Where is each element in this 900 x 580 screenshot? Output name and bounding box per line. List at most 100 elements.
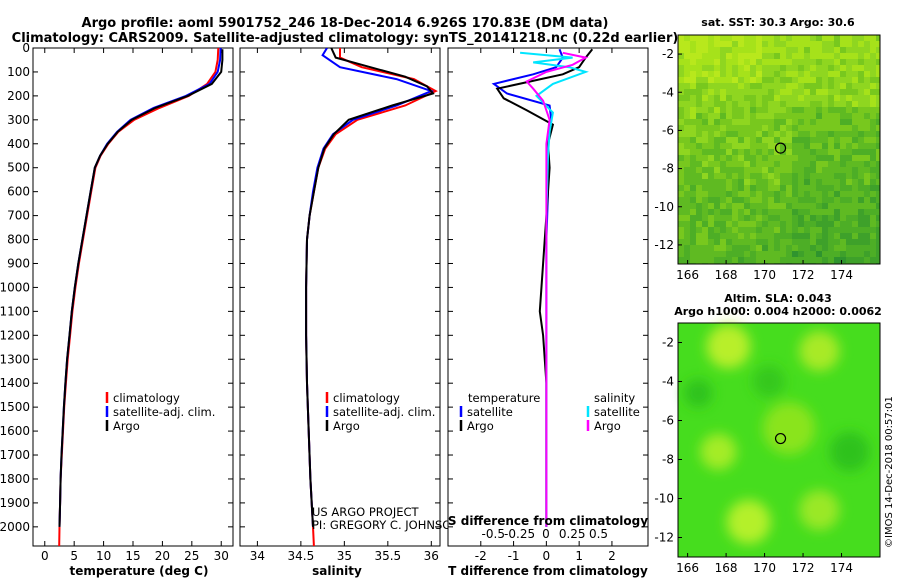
sst-cell [750,173,756,179]
sst-cell [840,233,846,239]
sst-cell [744,197,750,203]
sst-cell [696,149,702,155]
sst-cell [786,167,792,173]
sst-cell [876,41,880,47]
sst-cell [852,53,858,59]
sst-cell [798,203,804,209]
sst-cell [846,167,852,173]
sst-cell [786,179,792,185]
sst-cell [678,191,684,197]
sst-cell [738,227,744,233]
sst-cell [786,257,792,263]
sst-cell [690,47,696,53]
sst-cell [870,83,876,89]
sst-cell [852,143,858,149]
sst-cell [870,233,876,239]
sst-cell [870,59,876,65]
sst-cell [756,113,762,119]
sst-cell [696,251,702,257]
sst-cell [738,173,744,179]
sla-map-blobs [684,324,870,544]
sst-cell [846,227,852,233]
sst-cell [864,245,870,251]
sst-cell [684,251,690,257]
sst-cell [696,239,702,245]
sst-cell [756,107,762,113]
sst-cell [774,95,780,101]
sst-cell [834,125,840,131]
sst-cell [858,83,864,89]
sst-cell [816,191,822,197]
sst-cell [828,41,834,47]
sst-cell [708,101,714,107]
sst-cell [762,125,768,131]
sst-cell [678,173,684,179]
depth-tick-label: 500 [7,161,30,175]
sst-cell [858,137,864,143]
sst-cell [762,41,768,47]
sst-cell [822,185,828,191]
sst-cell [762,155,768,161]
sst-cell [726,143,732,149]
sst-cell [840,221,846,227]
sst-cell [720,137,726,143]
map-y-tick-label: -8 [662,162,674,176]
sst-cell [708,59,714,65]
sst-cell [840,227,846,233]
sst-cell [684,215,690,221]
sst-cell [834,65,840,71]
sst-cell [714,155,720,161]
sst-cell [840,35,846,41]
sst-cell [810,95,816,101]
sst-cell [702,77,708,83]
sst-cell [810,149,816,155]
sst-cell [828,59,834,65]
sst-cell [756,137,762,143]
sst-cell [756,41,762,47]
sst-cell [732,197,738,203]
sst-cell [726,119,732,125]
sst-cell [840,71,846,77]
sst-cell [750,185,756,191]
sst-cell [828,65,834,71]
sst-cell [846,173,852,179]
legend-satellite-adj: satellite-adj. clim. [113,405,215,419]
sst-cell [786,221,792,227]
sst-cell [858,107,864,113]
sst-cell [720,251,726,257]
sst-cell [750,179,756,185]
sst-cell [804,161,810,167]
sst-cell [792,221,798,227]
sst-cell [678,215,684,221]
sst-cell [708,119,714,125]
difference-tick-labels: -2 -1 0 1 2 [475,48,616,563]
sst-cell [702,215,708,221]
sst-cell [690,227,696,233]
sst-cell [678,119,684,125]
sst-cell [816,251,822,257]
sst-cell [762,185,768,191]
sst-cell [714,107,720,113]
sst-cell [792,215,798,221]
sst-cell [792,161,798,167]
sst-cell [798,65,804,71]
x-tick-label: 34 [250,549,265,563]
sst-cell [714,161,720,167]
sst-cell [792,77,798,83]
sst-cell [816,239,822,245]
sst-cell [684,233,690,239]
sst-cell [696,215,702,221]
sst-cell [702,233,708,239]
sst-cell [696,191,702,197]
sst-cell [714,101,720,107]
sst-cell [858,185,864,191]
sst-cell [690,35,696,41]
sst-cell [852,185,858,191]
sst-cell [738,179,744,185]
sst-cell [678,197,684,203]
sst-cell [702,227,708,233]
sst-cell [834,173,840,179]
salinity-depth-ticks [240,47,440,528]
sst-cell [828,161,834,167]
sst-cell [846,35,852,41]
